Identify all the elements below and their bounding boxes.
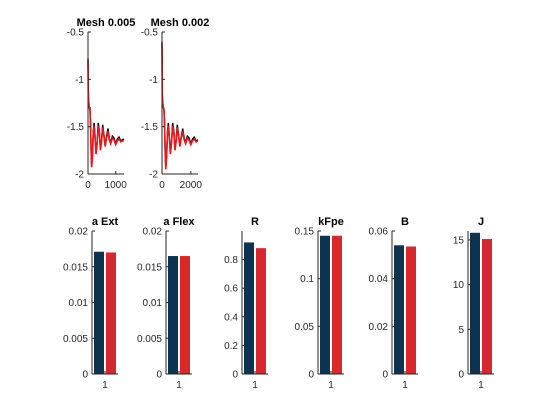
bar-series-1	[244, 242, 254, 374]
y-tick-label: 0.02	[143, 227, 163, 238]
chart-title: Mesh 0.002	[151, 17, 210, 29]
y-tick-label: 0	[232, 370, 238, 381]
y-tick-label: 0	[156, 370, 162, 381]
y-tick-label: -1	[149, 75, 158, 86]
y-tick-label: 0.05	[295, 322, 315, 333]
bar-series-1	[94, 251, 104, 374]
bar-series-1	[470, 232, 480, 374]
x-tick-label: 1	[252, 380, 258, 391]
chart-title: J	[478, 216, 484, 228]
x-tick-label: 1	[328, 380, 334, 391]
y-tick-label: 0	[458, 370, 464, 381]
y-tick-label: 0.15	[295, 227, 315, 238]
y-tick-label: -1	[75, 75, 84, 86]
x-tick-label: 2000	[180, 180, 203, 191]
chart-panel-1: Mesh 0.005 0 1000 -2 -1.5 -1 -0.5	[67, 17, 136, 191]
y-tick-label: 0.005	[63, 334, 88, 345]
x-tick-label: 1	[176, 380, 182, 391]
x-tick-label: 0	[85, 180, 91, 191]
y-tick-label: 10	[453, 280, 465, 291]
y-tick-label: 0.02	[369, 322, 389, 333]
y-tick-label: 0.04	[369, 274, 389, 285]
y-tick-label: 0.005	[137, 334, 162, 345]
y-tick-label: 0.015	[63, 262, 88, 273]
y-tick-label: -1.5	[67, 122, 85, 133]
y-tick-label: 0.4	[224, 312, 238, 323]
series-line-2	[87, 60, 124, 168]
y-tick-label: 0.6	[224, 284, 238, 295]
chart-panel-6: kFpe 1 0 0.05 0.1 0.15	[295, 216, 344, 391]
y-tick-label: 15	[453, 235, 465, 246]
bar-series-1	[168, 256, 178, 374]
y-tick-label: -2	[75, 170, 84, 181]
chart-panel-2: Mesh 0.002 0 2000 -2 -1.5 -1 -0.5	[141, 17, 210, 191]
chart-title: a Flex	[163, 216, 195, 228]
bar-series-2	[406, 246, 416, 374]
y-tick-label: 0.06	[369, 227, 389, 238]
chart-panel-7: B 1 0 0.02 0.04 0.06	[369, 216, 418, 391]
y-tick-label: -1.5	[141, 122, 159, 133]
chart-title: Mesh 0.005	[77, 17, 136, 29]
bar-series-2	[482, 239, 492, 374]
chart-title: a Ext	[92, 216, 119, 228]
x-tick-label: 1	[402, 380, 408, 391]
series-line-2	[161, 43, 199, 170]
y-tick-label: 0.01	[69, 298, 89, 309]
chart-title: kFpe	[318, 216, 344, 228]
x-tick-label: 1000	[105, 180, 128, 191]
y-tick-label: 5	[458, 325, 464, 336]
bar-series-1	[320, 235, 330, 374]
x-tick-label: 1	[102, 380, 108, 391]
y-tick-label: 0.2	[224, 341, 238, 352]
bar-series-2	[256, 248, 266, 374]
y-tick-label: -2	[149, 170, 158, 181]
y-tick-label: -0.5	[141, 28, 159, 39]
y-tick-label: -0.5	[67, 28, 85, 39]
y-tick-label: 0.015	[137, 262, 162, 273]
bar-series-1	[394, 245, 404, 374]
chart-title: R	[251, 216, 259, 228]
chart-title: B	[401, 216, 409, 228]
y-tick-label: 0	[382, 370, 388, 381]
x-tick-label: 1	[478, 380, 484, 391]
bar-series-2	[332, 235, 342, 374]
y-tick-label: 0	[308, 370, 314, 381]
y-tick-label: 0.8	[224, 255, 238, 266]
bar-series-2	[180, 256, 190, 374]
y-tick-label: 0.01	[143, 298, 163, 309]
bar-series-2	[106, 252, 116, 374]
y-tick-label: 0	[82, 370, 88, 381]
x-tick-label: 0	[159, 180, 165, 191]
y-tick-label: 0.1	[300, 274, 314, 285]
chart-panel-3: a Ext 1 0 0.005 0.01 0.015 0.02	[63, 216, 119, 391]
y-tick-label: 0.02	[69, 227, 89, 238]
chart-panel-5: R 1 0 0.2 0.4 0.6 0.8	[224, 216, 268, 391]
chart-panel-4: a Flex 1 0 0.005 0.01 0.015 0.02	[137, 216, 196, 391]
